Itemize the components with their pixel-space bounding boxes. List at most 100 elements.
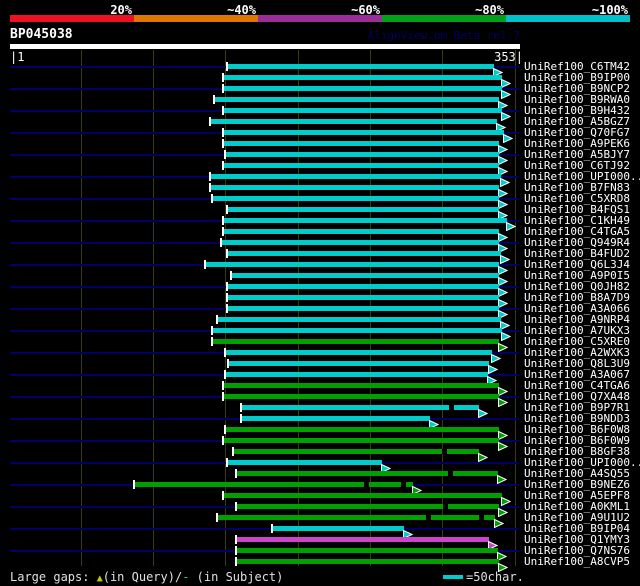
hit-label[interactable]: UniRef100_C5XRD8 (524, 192, 630, 205)
hit-label[interactable]: UniRef100_C6TJ92 (524, 159, 630, 172)
hit-label[interactable]: UniRef100_C4TGA5 (524, 225, 630, 238)
hit-bar[interactable] (210, 174, 501, 179)
hit-bar[interactable] (212, 339, 499, 344)
hit-label[interactable]: UniRef100_Q7NS76 (524, 544, 630, 557)
hit-label[interactable]: UniRef100_B9NCP2 (524, 82, 630, 95)
hit-label[interactable]: UniRef100_Q8L3U9 (524, 357, 630, 370)
hit-label[interactable]: UniRef100_C5XRE0 (524, 335, 630, 348)
hit-label[interactable]: UniRef100_B9IP00 (524, 71, 630, 84)
hit-bar[interactable] (228, 361, 489, 366)
hit-bar[interactable] (221, 240, 499, 245)
hit-bar[interactable] (223, 229, 499, 234)
hit-label[interactable]: UniRef100_A9PEK6 (524, 137, 630, 150)
hit-label[interactable]: UniRef100_B9P7R1 (524, 401, 630, 414)
hit-bar[interactable] (217, 317, 501, 322)
hit-label[interactable]: UniRef100_B6F0W9 (524, 434, 630, 447)
hit-label[interactable]: UniRef100_A2WXK3 (524, 346, 630, 359)
hit-label[interactable]: UniRef100_B8GF38 (524, 445, 630, 458)
hit-label[interactable]: UniRef100_A5EPF8 (524, 489, 630, 502)
hit-label[interactable]: UniRef100_A4SQ55 (524, 467, 630, 480)
hit-label[interactable]: UniRef100_Q0JH82 (524, 280, 630, 293)
hit-label[interactable]: UniRef100_C1KH49 (524, 214, 630, 227)
hit-bar[interactable] (223, 108, 502, 113)
hit-bar[interactable] (236, 504, 499, 509)
hit-bar[interactable] (225, 152, 499, 157)
hit-label[interactable]: UniRef100_A9P0I5 (524, 269, 630, 282)
hit-label[interactable]: UniRef100_A7UKX3 (524, 324, 630, 337)
hit-bar[interactable] (223, 493, 502, 498)
hit-bar[interactable] (227, 251, 501, 256)
hit-label[interactable]: UniRef100_A3A066 (524, 302, 630, 315)
hit-bar[interactable] (231, 273, 499, 278)
hit-bar[interactable] (241, 416, 430, 421)
hit-bar[interactable] (223, 130, 504, 135)
scale-tick-label: ~60% (351, 3, 380, 17)
hit-bar[interactable] (227, 295, 499, 300)
hit-label[interactable]: UniRef100_B9RWA0 (524, 93, 630, 106)
hit-label[interactable]: UniRef100_Q1YMY3 (524, 533, 630, 546)
hit-arrowhead-icon (498, 282, 509, 298)
hit-bar[interactable] (205, 262, 499, 267)
hit-start-tick (222, 392, 224, 401)
hit-bar[interactable] (223, 218, 507, 223)
hit-bar[interactable] (223, 86, 502, 91)
hit-label[interactable]: UniRef100_Q6L3J4 (524, 258, 630, 271)
hit-bar[interactable] (227, 284, 499, 289)
hit-bar[interactable] (223, 438, 499, 443)
hit-bar[interactable] (227, 306, 499, 311)
hit-bar[interactable] (212, 328, 502, 333)
hit-label[interactable]: UniRef100_B9NDD3 (524, 412, 630, 425)
hit-bar[interactable] (223, 141, 499, 146)
hit-label[interactable]: UniRef100_A8CVP5 (524, 555, 630, 568)
hit-bar[interactable] (210, 119, 497, 124)
hit-start-tick (220, 238, 222, 247)
hit-label[interactable]: UniRef100_A9U1U2 (524, 511, 630, 524)
hit-bar[interactable] (223, 394, 499, 399)
hit-bar[interactable] (223, 383, 499, 388)
hit-bar[interactable] (236, 548, 498, 553)
hit-bar[interactable] (217, 515, 495, 520)
hit-label[interactable]: UniRef100_B9H432 (524, 104, 630, 117)
hit-label[interactable]: UniRef100_B4FUD2 (524, 247, 630, 260)
hit-label[interactable]: UniRef100_A5BGZ7 (524, 115, 630, 128)
hit-bar[interactable] (225, 427, 499, 432)
hit-label[interactable]: UniRef100_A0KML1 (524, 500, 630, 513)
hit-bar[interactable] (241, 405, 479, 410)
hit-bar[interactable] (225, 350, 492, 355)
hit-bar[interactable] (227, 207, 499, 212)
hit-start-tick (216, 315, 218, 324)
hit-label[interactable]: UniRef100_B6F0W8 (524, 423, 630, 436)
hit-label[interactable]: UniRef100_UPI000.. (524, 456, 640, 469)
hit-bar[interactable] (227, 64, 494, 69)
hit-bar[interactable] (236, 471, 498, 476)
hit-label[interactable]: UniRef100_UPI000.. (524, 170, 640, 183)
scale-legend-label: =50char. (466, 570, 524, 584)
hit-bar[interactable] (225, 372, 488, 377)
hit-label[interactable]: UniRef100_A3A067 (524, 368, 630, 381)
scale-segment-20pct (10, 15, 134, 22)
hit-label[interactable]: UniRef100_C4TGA6 (524, 379, 630, 392)
hit-bar[interactable] (272, 526, 404, 531)
hit-bar[interactable] (223, 75, 502, 80)
hit-bar[interactable] (134, 482, 413, 487)
hit-label[interactable]: UniRef100_B4FQS1 (524, 203, 630, 216)
hit-label[interactable]: UniRef100_C6TM42 (524, 60, 630, 73)
hit-label[interactable]: UniRef100_B9IP04 (524, 522, 630, 535)
hit-label[interactable]: UniRef100_Q70FG7 (524, 126, 630, 139)
hit-bar[interactable] (223, 163, 499, 168)
hit-bar[interactable] (212, 196, 499, 201)
hit-bar[interactable] (227, 460, 382, 465)
hit-bar[interactable] (214, 97, 499, 102)
hit-bar[interactable] (236, 559, 499, 564)
hit-label[interactable]: UniRef100_A5BJY7 (524, 148, 630, 161)
hit-label[interactable]: UniRef100_B7FN83 (524, 181, 630, 194)
hit-bar[interactable] (236, 537, 489, 542)
hit-label[interactable]: UniRef100_Q949R4 (524, 236, 630, 249)
hit-label[interactable]: UniRef100_B9NEZ6 (524, 478, 630, 491)
hit-start-tick (222, 436, 224, 445)
hit-label[interactable]: UniRef100_Q7XA48 (524, 390, 630, 403)
hit-label[interactable]: UniRef100_B8A7D9 (524, 291, 630, 304)
hit-bar[interactable] (233, 449, 479, 454)
hit-label[interactable]: UniRef100_A9NRP4 (524, 313, 630, 326)
hit-bar[interactable] (210, 185, 499, 190)
